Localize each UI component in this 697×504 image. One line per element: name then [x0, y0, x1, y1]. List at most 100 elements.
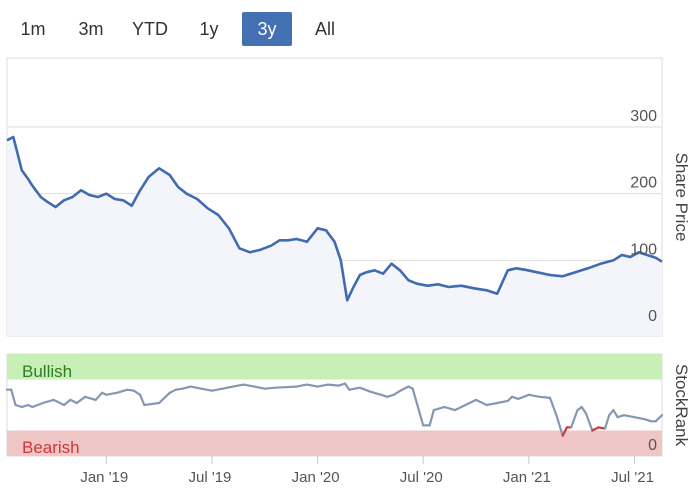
stockrank-segment: [105, 391, 119, 396]
x-tick-label: Jul '20: [400, 469, 443, 486]
stockrank-segment: [401, 385, 410, 391]
stockrank-segment: [274, 385, 298, 389]
stockrank-segment: [453, 403, 467, 412]
stockrank-segment: [432, 405, 446, 412]
stockrank-segment: [411, 387, 425, 427]
stockrank-segment: [69, 398, 78, 405]
stockrank-segment: [305, 383, 319, 388]
stockrank-segment: [344, 382, 351, 391]
price-y-tick-label: 0: [648, 308, 657, 325]
stockrank-segment: [316, 383, 330, 388]
stockrank-segment: [569, 409, 579, 429]
stockrank-segment: [527, 393, 541, 398]
stockrank-segment: [428, 409, 435, 427]
stockrank-segment: [158, 391, 171, 405]
price-y-tick-label: 300: [630, 108, 657, 125]
stockrank-segment: [538, 395, 552, 399]
stockrank-segment: [496, 399, 509, 405]
range-all-button[interactable]: All: [314, 18, 335, 39]
stockrank-segment: [115, 388, 129, 394]
stockrank-segment: [603, 414, 611, 430]
stockrank-segment: [327, 383, 340, 387]
stockrank-segment: [654, 414, 664, 423]
stockrank-segment: [75, 395, 87, 405]
stockrank-segment: [348, 386, 361, 391]
stockrank-segment: [561, 426, 569, 437]
stockrank-segment: [548, 396, 558, 417]
stockrank-segment: [132, 389, 142, 396]
range-ytd-button[interactable]: YTD: [132, 18, 168, 39]
x-tick-label: Jan '21: [503, 469, 551, 486]
stockrank-segment: [517, 393, 531, 400]
stockrank-segment: [210, 387, 224, 392]
x-tick-label: Jul '21: [611, 469, 654, 486]
price-y-tick-label: 100: [630, 241, 657, 258]
stockrank-segment: [84, 395, 97, 401]
range-3y-button[interactable]: 3y: [242, 12, 292, 46]
stockrank-segment: [386, 393, 395, 398]
price-y-tick-label: 200: [630, 175, 657, 192]
bullish-band: [7, 354, 662, 380]
stockrank-segment: [464, 398, 478, 407]
stockrank-segment: [584, 412, 594, 432]
stockrank-segment: [643, 418, 653, 423]
stockrank-y-axis: 0: [648, 437, 657, 454]
stockrank-segment: [369, 390, 383, 396]
stockrank-segment: [52, 398, 66, 407]
stockrank-segment: [622, 414, 636, 419]
bearish-label: Bearish: [22, 438, 80, 457]
x-tick-label: Jan '19: [80, 469, 128, 486]
stockrank-segment: [189, 385, 203, 390]
stockrank-segment: [31, 401, 45, 409]
bearish-band: [7, 430, 662, 456]
stockrank-segment: [253, 385, 266, 390]
stockrank-segment: [200, 387, 214, 392]
stockrank-segment: [168, 388, 178, 394]
stockrank-segment: [612, 409, 619, 419]
stockrank-segment: [41, 398, 55, 405]
stockrank-segment: [485, 401, 499, 407]
x-tick-label: Jan '20: [292, 469, 340, 486]
stockrank-segment: [510, 395, 520, 400]
x-axis: Jan '19 Jul '19 Jan '20 Jul '20 Jan '21 Jul '…: [80, 456, 654, 486]
stockrank-segment: [295, 383, 309, 388]
price-area-fill: [7, 137, 662, 336]
range-1y-button[interactable]: 1y: [199, 18, 219, 39]
stockrank-segment: [14, 403, 23, 409]
stockrank-y-tick-label: 0: [648, 437, 657, 454]
stockrank-segment: [337, 382, 347, 387]
stockrank-segment: [358, 386, 372, 393]
x-tick-label: Jul '19: [189, 469, 232, 486]
price-series-line: [6, 135, 663, 302]
stockrank-segment: [139, 393, 146, 407]
stockrank-segment: [20, 403, 30, 409]
stockrank-segment: [232, 383, 245, 388]
stockrank-segment: [555, 414, 564, 437]
price-panel: 0 100 200 300 Share Price: [6, 57, 691, 337]
stockrank-segment: [591, 426, 600, 432]
stockrank-segment: [143, 401, 161, 407]
stockrank-segment: [580, 405, 588, 415]
stockrank-segment: [475, 398, 488, 407]
stockrank-segment: [443, 405, 456, 412]
stockrank-segment: [633, 416, 647, 421]
stockrank-axis-title: StockRank: [672, 364, 691, 447]
stockrank-series: [5, 382, 664, 437]
stockrank-segment: [10, 388, 17, 407]
stockrank-segment: [181, 385, 192, 390]
bullish-label: Bullish: [22, 362, 72, 381]
stockrank-panel: Bullish Bearish 0 StockRank: [5, 353, 691, 457]
range-1m-button[interactable]: 1m: [20, 18, 46, 39]
stockrank-segment: [616, 414, 626, 419]
stockrank-segment: [263, 386, 277, 390]
stockrank-segment: [221, 385, 235, 390]
range-3m-button[interactable]: 3m: [78, 18, 104, 39]
stockrank-segment: [392, 388, 404, 396]
stockrank-segment: [62, 398, 72, 407]
range-selector: 1m 3m YTD 1y 3y All: [8, 10, 358, 48]
stockrank-segment: [379, 393, 389, 398]
price-y-axis: 0 100 200 300: [630, 108, 657, 325]
stockrank-segment: [94, 391, 104, 401]
price-axis-title: Share Price: [672, 153, 691, 242]
